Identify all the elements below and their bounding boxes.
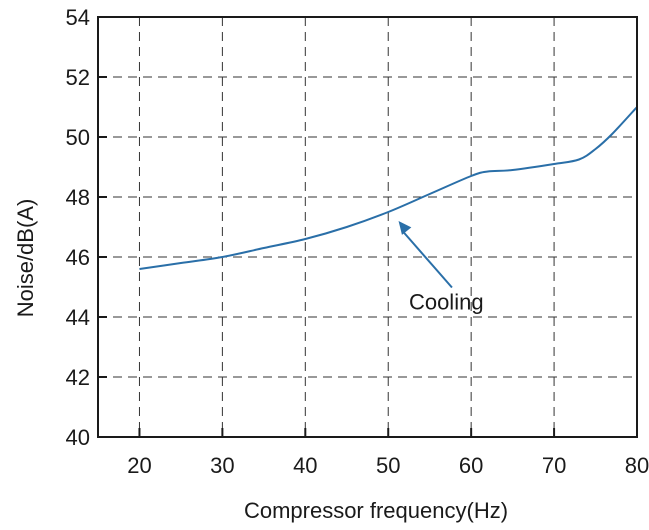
y-tick-label: 44 xyxy=(66,305,90,330)
x-tick-label: 80 xyxy=(625,453,649,478)
series-line-cooling xyxy=(139,106,638,270)
y-tick-label: 52 xyxy=(66,65,90,90)
x-tick-label: 40 xyxy=(293,453,317,478)
x-axis-label: Compressor frequency(Hz) xyxy=(244,498,508,523)
grid-lines xyxy=(98,17,637,437)
x-tick-label: 50 xyxy=(376,453,400,478)
annotation-arrow-line xyxy=(401,230,453,289)
x-tick-label: 20 xyxy=(127,453,151,478)
y-tick-label: 50 xyxy=(66,125,90,150)
annotation-arrow-head xyxy=(398,221,412,235)
y-tick-label: 48 xyxy=(66,185,90,210)
plot-frame xyxy=(97,16,638,438)
annotation-label-cooling: Cooling xyxy=(409,290,484,315)
y-axis-label: Noise/dB(A) xyxy=(13,199,38,318)
series-group xyxy=(139,106,638,270)
y-tick-labels: 40 42 44 46 48 50 52 54 xyxy=(66,5,107,450)
x-tick-labels: 20 30 40 50 60 70 80 xyxy=(127,428,649,478)
x-tick-label: 30 xyxy=(210,453,234,478)
annotations: Cooling xyxy=(398,221,484,315)
y-tick-label: 42 xyxy=(66,365,90,390)
y-tick-label: 46 xyxy=(66,245,90,270)
x-tick-label: 70 xyxy=(542,453,566,478)
y-tick-label: 40 xyxy=(66,425,90,450)
y-tick-label: 54 xyxy=(66,5,90,30)
x-tick-label: 60 xyxy=(459,453,483,478)
